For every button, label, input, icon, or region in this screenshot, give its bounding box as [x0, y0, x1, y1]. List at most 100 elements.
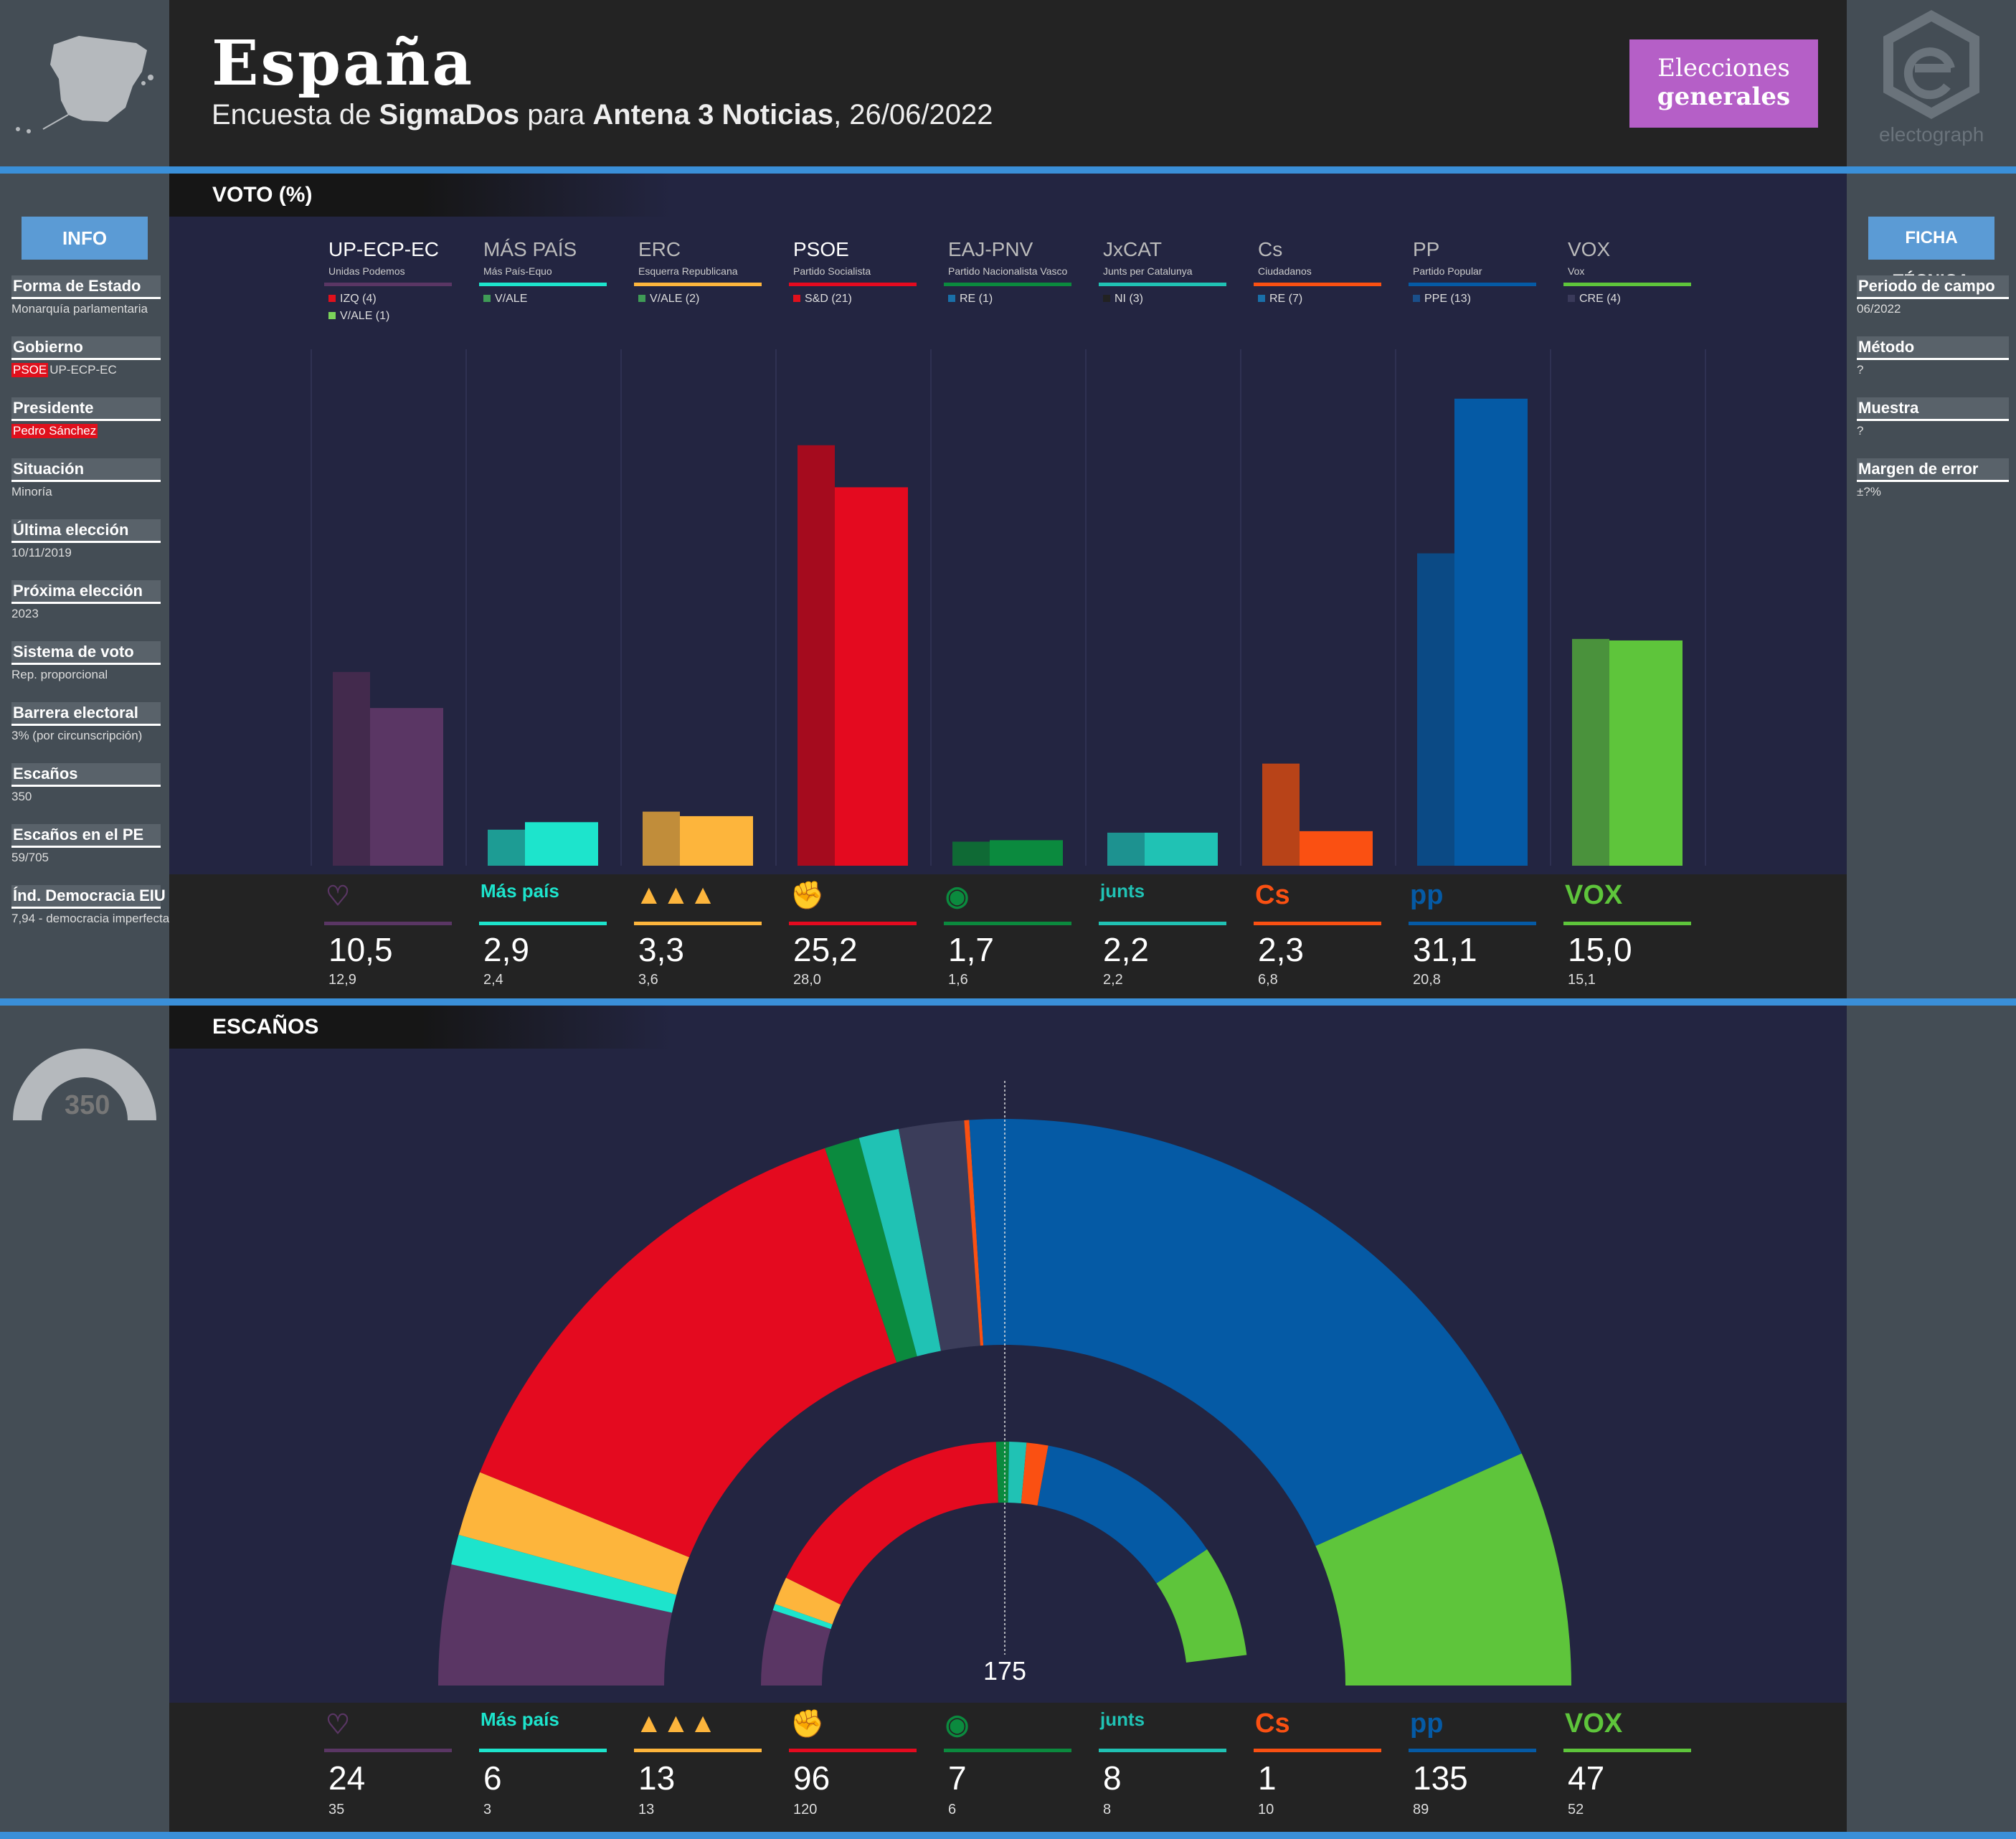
info-value: 59/705: [11, 851, 49, 864]
seat-count: 1: [1258, 1759, 1277, 1797]
previous-seat-count: 3: [483, 1802, 492, 1817]
bar-previous-election: [1107, 832, 1145, 866]
seat-arc-previous: [1008, 1442, 1027, 1504]
client-name: Antena 3 Noticias: [592, 99, 834, 131]
info-item: Sistema de voto Rep. proporcional: [11, 641, 161, 682]
previous-seat-count: 8: [1103, 1802, 1112, 1817]
info-label: Última elección: [11, 519, 161, 543]
previous-vote-percentage: 6,8: [1258, 972, 1278, 988]
seats-section-title: ESCAÑOS: [169, 1006, 671, 1049]
government-party-tag: UP-ECP-EC: [49, 363, 117, 377]
vote-percentage: 15,0: [1568, 931, 1632, 968]
bar-poll-estimate: [680, 816, 753, 866]
vote-percentage: 3,3: [638, 931, 684, 968]
previous-vote-percentage: 28,0: [793, 972, 821, 988]
seats-hemicycle-chart: 175: [438, 1081, 1571, 1686]
group-color-swatch: [1103, 295, 1110, 302]
party-logo-line: [1099, 922, 1226, 925]
info-item: Próxima elección 2023: [11, 580, 161, 621]
party-logo-line: [1099, 1749, 1226, 1752]
side-panel-right-lower: [1847, 1006, 2016, 1832]
ficha-tecnica-button[interactable]: FICHA TÉCNICA: [1868, 217, 1994, 290]
party-name: PP: [1413, 238, 1440, 260]
info-item: Forma de Estado Monarquía parlamentaria: [11, 275, 161, 316]
seat-arc-previous: [786, 1442, 998, 1605]
vote-chart-area: VOTO (%) UP-ECP-EC Unidas Podemos IZQ (4) V…: [169, 174, 1847, 874]
party-logo-icon: ♡: [326, 1710, 351, 1740]
bar-poll-estimate: [1454, 398, 1528, 866]
divider: [0, 1832, 2016, 1839]
election-type-badge: Elecciones generales: [1629, 39, 1818, 128]
party-logo-icon: ♡: [326, 881, 351, 912]
party-full-name: Más País-Equo: [483, 265, 552, 277]
vote-percentage: 2,3: [1258, 931, 1304, 968]
party-logo-line: [634, 1749, 762, 1752]
ficha-value: ?: [1857, 424, 1864, 438]
group-name: RE (1): [960, 293, 993, 305]
party-color-line: [789, 283, 917, 286]
previous-seat-count: 10: [1258, 1802, 1274, 1817]
bar-poll-estimate: [1145, 832, 1218, 866]
seat-arc-estimate: [964, 1120, 984, 1346]
bar-poll-estimate: [1300, 831, 1373, 866]
party-eu-group: NI (3): [1103, 293, 1143, 306]
divider: [0, 166, 2016, 174]
party-logo-icon: Más país: [481, 880, 559, 902]
group-color-swatch: [1568, 295, 1575, 302]
vote-bar-chart: [311, 349, 1706, 866]
page-subtitle: Encuesta de SigmaDos para Antena 3 Notic…: [212, 99, 993, 131]
badge-line2: generales: [1657, 82, 1791, 111]
bar-poll-estimate: [990, 840, 1063, 866]
group-color-swatch: [793, 295, 800, 302]
party-color-line: [1099, 283, 1226, 286]
group-color-swatch: [328, 295, 336, 302]
electograph-logo-icon: [1883, 10, 1979, 119]
info-label: Presidente: [11, 397, 161, 421]
bar-previous-election: [798, 445, 835, 866]
seat-arc-estimate: [438, 1564, 672, 1686]
seat-arc-estimate: [458, 1472, 689, 1595]
ficha-panel: FICHA TÉCNICA: [1847, 174, 2016, 998]
party-logo-icon: VOX: [1565, 880, 1623, 910]
seat-arc-estimate: [1315, 1453, 1571, 1686]
seat-count: 8: [1103, 1759, 1122, 1797]
info-label: Próxima elección: [11, 580, 161, 604]
info-value: Minoría: [11, 485, 52, 498]
party-logo-icon: pp: [1410, 880, 1444, 910]
parliament-mini-icon: [13, 1049, 156, 1120]
party-logo-icon: ▲▲▲: [635, 880, 716, 910]
info-label: Escaños: [11, 763, 161, 787]
party-full-name: Vox: [1568, 265, 1585, 277]
group-name: V/ALE: [495, 293, 528, 305]
previous-vote-percentage: 3,6: [638, 972, 658, 988]
government-party-tag: PSOE: [11, 363, 49, 377]
party-eu-group: V/ALE (2): [638, 293, 699, 306]
seat-arc-estimate: [480, 1148, 897, 1558]
party-logo-icon: ◉: [945, 1710, 970, 1740]
group-name: NI (3): [1115, 293, 1143, 305]
info-value: 2023: [11, 607, 39, 620]
previous-seat-count: 35: [328, 1802, 345, 1817]
party-logo-line: [1409, 922, 1536, 925]
badge-line1: Elecciones: [1657, 54, 1790, 82]
seat-arc-previous: [761, 1609, 831, 1686]
party-name: Cs: [1258, 238, 1283, 260]
party-full-name: Ciudadanos: [1258, 265, 1312, 277]
group-name: RE (7): [1269, 293, 1303, 305]
info-item: Índ. Democracia EIU 7,94 - democracia imp…: [11, 885, 208, 926]
group-color-swatch: [328, 312, 336, 319]
ficha-label: Periodo de campo: [1857, 275, 2009, 299]
party-logo-line: [1254, 1749, 1381, 1752]
vote-section-title: VOTO (%): [169, 174, 671, 217]
party-eu-group: RE (7): [1258, 293, 1302, 306]
party-logo-icon: Más país: [481, 1708, 559, 1730]
bar-previous-election: [333, 671, 370, 866]
ficha-item: Margen de error ±?%: [1857, 458, 2009, 499]
group-color-swatch: [1258, 295, 1265, 302]
party-logo-line: [324, 922, 452, 925]
ficha-item: Método?: [1857, 336, 2009, 377]
previous-vote-percentage: 20,8: [1413, 972, 1441, 988]
vote-percentage: 10,5: [328, 931, 393, 968]
info-value: 350: [11, 790, 32, 803]
info-button[interactable]: INFO: [22, 217, 148, 260]
